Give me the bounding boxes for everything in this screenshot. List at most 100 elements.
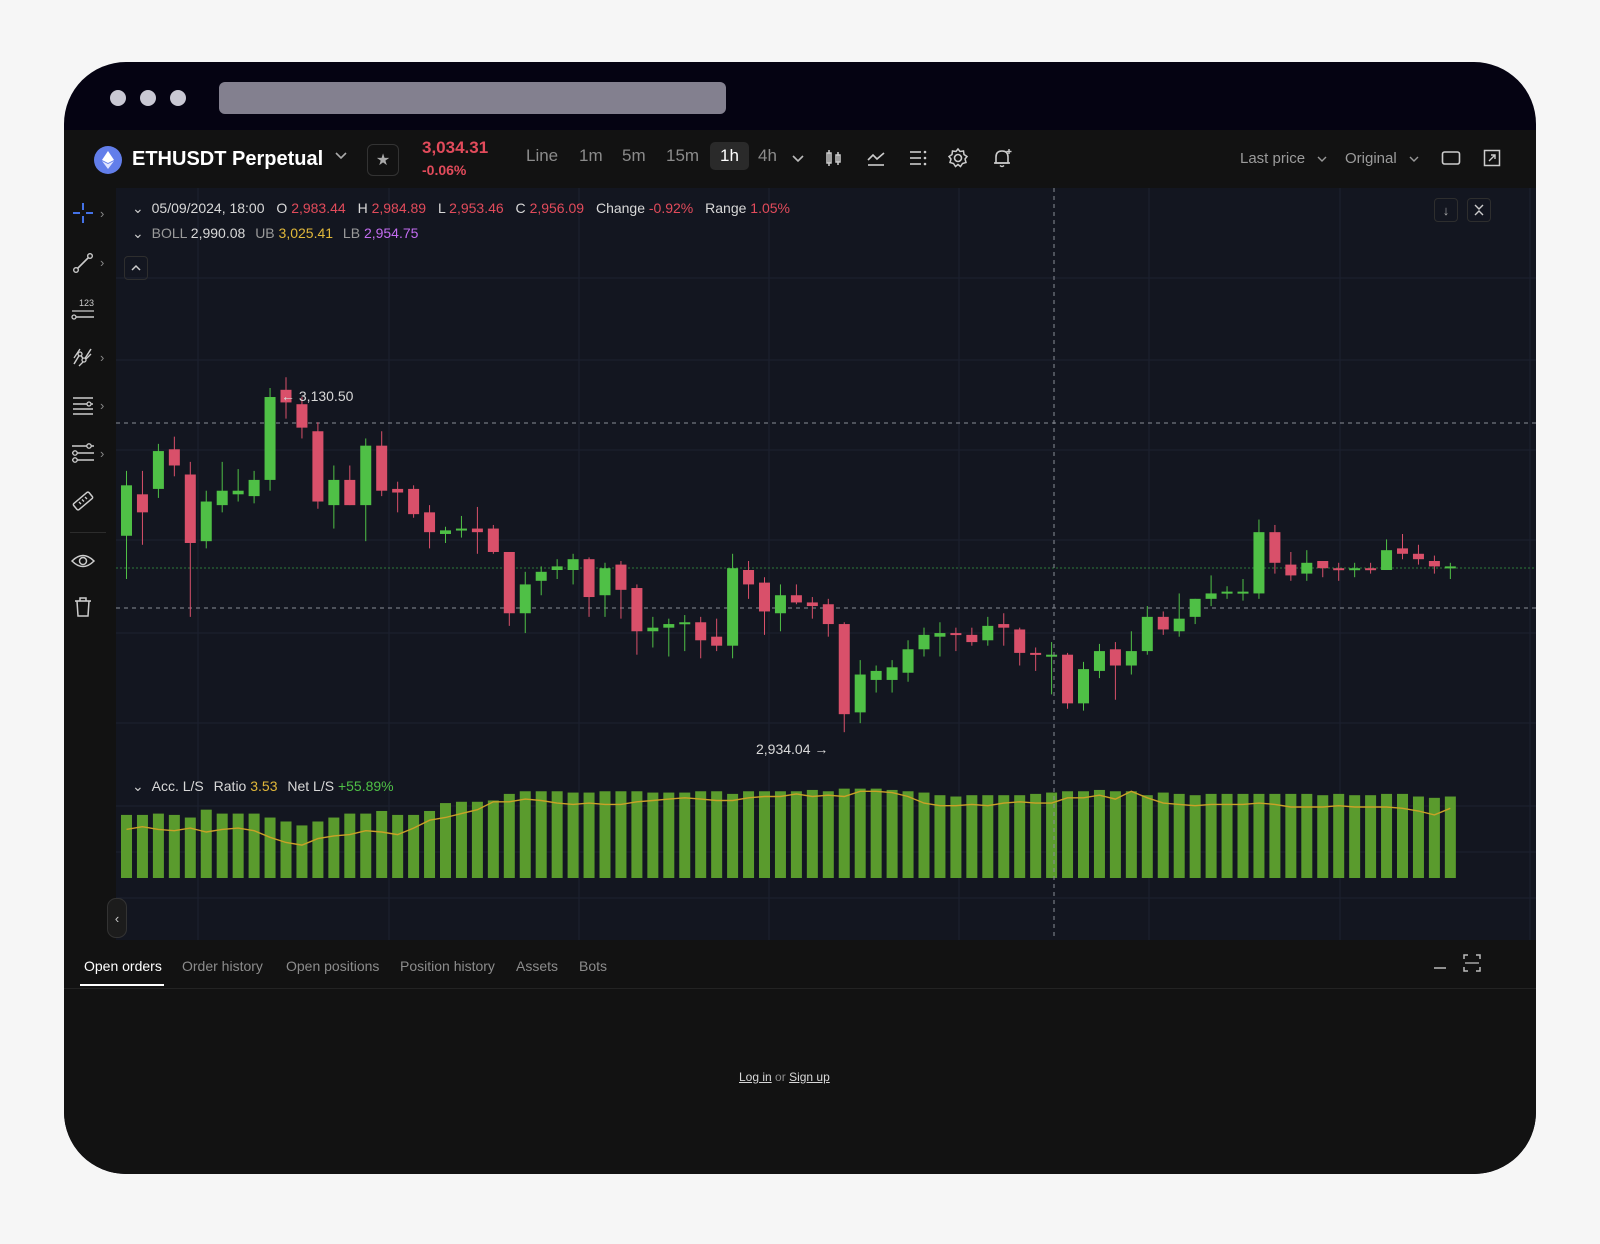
tab-assets[interactable]: Assets xyxy=(516,958,559,974)
timeframe-1m[interactable]: 1m xyxy=(579,146,603,165)
layout-icon[interactable] xyxy=(906,146,930,170)
candle-body xyxy=(408,488,420,515)
candle-body xyxy=(328,479,340,506)
candle-body xyxy=(312,431,324,502)
ls-ratio-bar xyxy=(1125,791,1137,878)
ls-ratio-bar xyxy=(982,795,994,878)
ls-ratio-bar xyxy=(1412,796,1424,878)
candle-body xyxy=(1109,649,1121,666)
fib-icon[interactable]: 123 xyxy=(68,294,98,324)
candle-body xyxy=(503,551,515,614)
timeframe-4h[interactable]: 4h xyxy=(758,146,777,165)
trend-line-icon[interactable] xyxy=(68,248,98,278)
minimize-icon[interactable] xyxy=(1432,956,1448,972)
candle-body xyxy=(264,397,276,480)
pattern-icon[interactable] xyxy=(68,342,98,372)
chevron-right-icon[interactable]: › xyxy=(100,398,105,413)
window-dot[interactable] xyxy=(170,90,186,106)
alert-bell-icon[interactable] xyxy=(990,146,1014,170)
signup-link[interactable]: Sign up xyxy=(789,1070,830,1084)
high-label: H xyxy=(357,200,368,216)
chart-header: ETHUSDT Perpetual ★ 3,034.31 -0.06% Line… xyxy=(64,130,1536,189)
ls-ratio-bar xyxy=(280,821,292,878)
login-link[interactable]: Log in xyxy=(739,1070,772,1084)
chevron-right-icon[interactable]: › xyxy=(100,446,105,461)
chevron-right-icon[interactable]: › xyxy=(100,206,105,221)
address-bar[interactable] xyxy=(219,82,726,114)
timeframe-15m[interactable]: 15m xyxy=(666,146,700,165)
single-layout-icon[interactable] xyxy=(1439,146,1463,170)
candle-body xyxy=(1078,669,1089,704)
price-type-select[interactable]: Last price xyxy=(1240,150,1306,167)
window-dot[interactable] xyxy=(110,90,126,106)
tab-order-history[interactable]: Order history xyxy=(182,958,263,974)
candle-body xyxy=(663,624,675,628)
collapse-chevron-icon[interactable]: ⌄ xyxy=(132,225,144,241)
ls-ratio-bar xyxy=(1317,795,1329,878)
collapse-icon[interactable] xyxy=(1467,198,1491,222)
timeframe-1h[interactable]: 1h xyxy=(710,142,749,170)
timeframe-5m[interactable]: 5m xyxy=(622,146,646,165)
ls-ratio-bar xyxy=(1189,795,1201,878)
ls-ratio-bar xyxy=(232,813,244,878)
ls-ratio-bar xyxy=(1285,793,1297,878)
fullscreen-icon[interactable] xyxy=(1480,146,1504,170)
chevron-down-icon[interactable] xyxy=(1408,152,1420,168)
trash-icon[interactable] xyxy=(68,592,98,622)
price-chart[interactable]: ⌄ 05/09/2024, 18:00 O 2,983.44 H 2,984.8… xyxy=(107,188,1536,940)
arrow-down-icon[interactable]: ↓ xyxy=(1434,198,1458,222)
candle-body xyxy=(1125,651,1137,666)
eye-icon[interactable] xyxy=(68,546,98,576)
candle-body xyxy=(822,604,834,625)
ls-ratio-bar xyxy=(1062,791,1074,878)
chevron-right-icon[interactable]: › xyxy=(100,255,105,270)
star-icon[interactable]: ★ xyxy=(367,144,399,176)
chevron-right-icon[interactable]: › xyxy=(100,350,105,365)
window-dot[interactable] xyxy=(140,90,156,106)
crosshair-icon[interactable] xyxy=(68,198,98,228)
ls-ratio-bar xyxy=(392,814,404,878)
active-tab-indicator xyxy=(80,984,164,986)
candle-body xyxy=(184,474,196,543)
tab-open-positions[interactable]: Open positions xyxy=(286,958,380,974)
candle-body xyxy=(982,625,994,641)
collapse-chevron-icon[interactable]: ⌄ xyxy=(132,200,144,216)
horizontal-lines-icon[interactable] xyxy=(68,391,98,421)
tab-open-orders[interactable]: Open orders xyxy=(84,958,162,974)
ls-ratio-bar xyxy=(1333,793,1345,878)
ls-ratio-bar xyxy=(1141,795,1153,878)
collapse-legend-button[interactable] xyxy=(124,256,148,280)
chevron-down-icon[interactable] xyxy=(334,148,348,165)
device-frame: ETHUSDT Perpetual ★ 3,034.31 -0.06% Line… xyxy=(64,62,1536,1174)
collapse-chevron-icon[interactable]: ⌄ xyxy=(132,778,144,794)
candle-body xyxy=(1428,560,1440,567)
ls-ratio-bar xyxy=(503,793,515,878)
indicators-icon[interactable] xyxy=(864,146,888,170)
maximize-icon[interactable] xyxy=(1462,953,1482,973)
multi-line-icon[interactable] xyxy=(68,438,98,468)
trading-app: ETHUSDT Perpetual ★ 3,034.31 -0.06% Line… xyxy=(64,130,1536,1174)
candle-body xyxy=(121,485,132,536)
tab-position-history[interactable]: Position history xyxy=(400,958,495,974)
candle-body xyxy=(711,636,723,646)
timeframe-more-icon[interactable] xyxy=(786,146,810,170)
chevron-down-icon[interactable] xyxy=(1316,152,1328,168)
candle-body xyxy=(759,582,770,612)
orders-tabs: Open orders Order history Open positions… xyxy=(64,940,1536,989)
candle-body xyxy=(1397,548,1408,554)
candle-body xyxy=(471,528,483,533)
symbol-name[interactable]: ETHUSDT Perpetual xyxy=(132,148,324,170)
settings-icon[interactable] xyxy=(946,146,970,170)
timeframe-line[interactable]: Line xyxy=(526,146,559,165)
ls-ratio-bar xyxy=(328,817,340,878)
collapse-sidebar-button[interactable]: ‹ xyxy=(107,898,127,938)
ls-ratio-bar xyxy=(1078,791,1089,878)
candle-body xyxy=(854,674,866,713)
view-mode-select[interactable]: Original xyxy=(1345,150,1397,167)
chart-canvas[interactable] xyxy=(116,188,1536,940)
candle-body xyxy=(1269,532,1281,563)
ruler-icon[interactable] xyxy=(68,486,98,516)
candle-body xyxy=(950,633,962,636)
tab-bots[interactable]: Bots xyxy=(579,958,608,974)
candle-type-icon[interactable] xyxy=(822,146,846,170)
